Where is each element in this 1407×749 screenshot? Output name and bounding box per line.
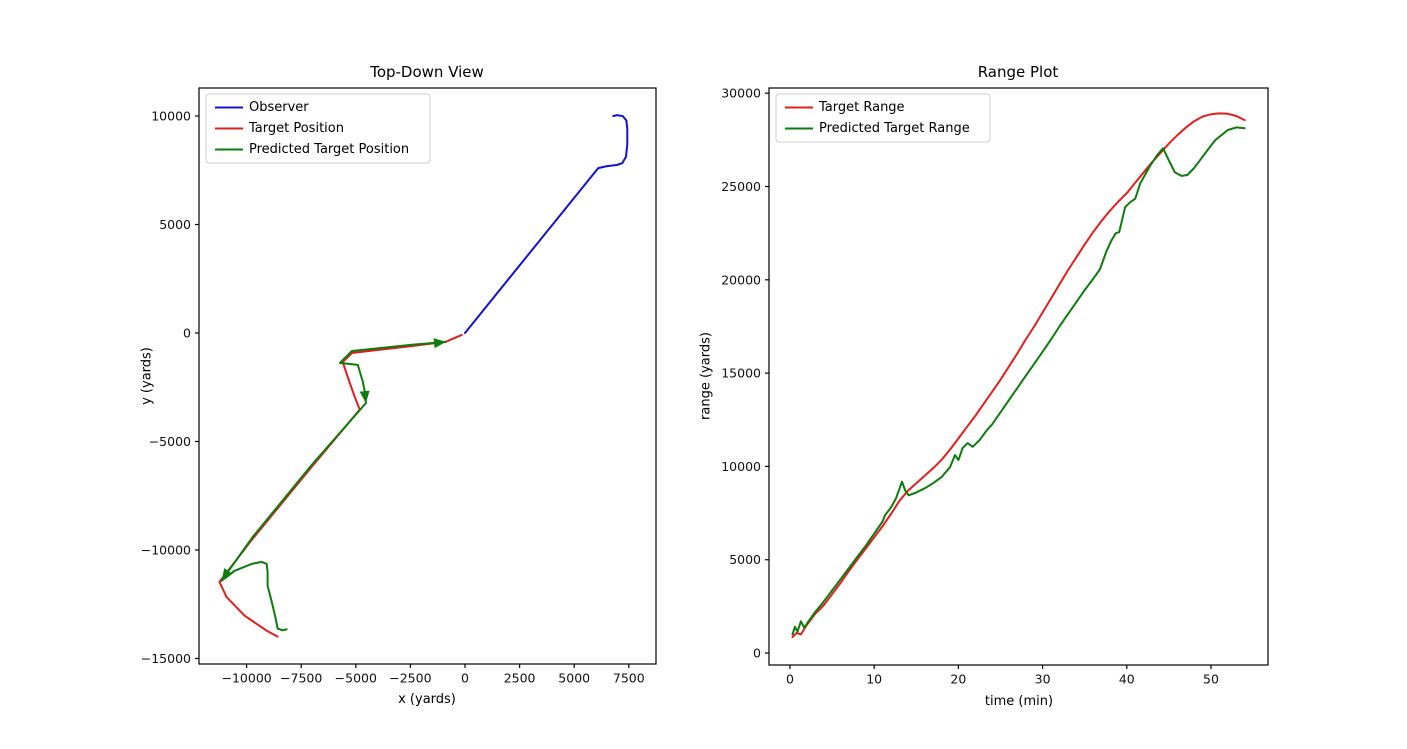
range-legend-label: Predicted Target Range bbox=[819, 121, 970, 136]
topdown-ytick-label: 5000 bbox=[159, 217, 191, 232]
topdown-legend-label: Observer bbox=[249, 100, 309, 115]
topdown-plot-title: Top-Down View bbox=[370, 63, 484, 81]
observer-line bbox=[464, 114, 629, 334]
range-legend-label: Target Range bbox=[818, 100, 905, 115]
range-xtick-label: 0 bbox=[786, 672, 794, 687]
topdown-xtick-label: 0 bbox=[461, 671, 469, 686]
range-xtick-label: 10 bbox=[866, 672, 882, 687]
topdown-legend-box bbox=[205, 93, 431, 164]
range-plot-title: Range Plot bbox=[977, 63, 1059, 81]
topdown-direction-arrow bbox=[433, 338, 446, 349]
topdown-axes-frame bbox=[198, 87, 657, 665]
topdown-xaxis-label: x (yards) bbox=[398, 692, 456, 707]
topdown-legend-label: Target Position bbox=[248, 121, 344, 136]
topdown-direction-arrow bbox=[221, 568, 233, 581]
plot-topdown: −10000 −7500 −5000 −2500 0 2500 5000 7500 −15000… bbox=[141, 87, 657, 686]
range-xtick-label: 20 bbox=[950, 672, 966, 687]
topdown-ytick-label: 10000 bbox=[151, 108, 191, 123]
range-ytick-label: 20000 bbox=[721, 272, 761, 287]
target-position-line bbox=[218, 333, 463, 638]
predicted-target-range-line bbox=[791, 126, 1246, 636]
topdown-xtick-label: 5000 bbox=[558, 671, 590, 686]
range-ytick-label: 30000 bbox=[721, 86, 761, 101]
topdown-ytick-label: −15000 bbox=[141, 651, 191, 666]
topdown-legend: Observer Target Position Predicted Target … bbox=[205, 93, 431, 164]
topdown-xtick-label: −2500 bbox=[389, 671, 431, 686]
predicted-target-position-line bbox=[220, 340, 447, 632]
topdown-ytick-label: −5000 bbox=[149, 434, 191, 449]
range-ytick-label: 5000 bbox=[729, 552, 761, 567]
topdown-direction-arrow bbox=[359, 390, 370, 404]
topdown-xtick-label: 7500 bbox=[613, 671, 645, 686]
range-legend-box bbox=[775, 93, 991, 143]
topdown-xtick-label: −5000 bbox=[335, 671, 377, 686]
range-xtick-label: 30 bbox=[1035, 672, 1051, 687]
plot-range: 0 10 20 30 40 50 0 5000 10000 15000 20000 25000 3000… bbox=[721, 86, 1269, 687]
range-xtick-label: 40 bbox=[1119, 672, 1135, 687]
range-yaxis-label: range (yards) bbox=[698, 332, 714, 420]
topdown-ytick-label: 0 bbox=[183, 325, 191, 340]
range-axes-frame bbox=[768, 87, 1269, 666]
topdown-ytick-label: −10000 bbox=[141, 542, 191, 557]
topdown-xtick-label: 2500 bbox=[504, 671, 536, 686]
range-ytick-label: 25000 bbox=[721, 179, 761, 194]
range-ytick-label: 15000 bbox=[721, 366, 761, 381]
topdown-xtick-label: −7500 bbox=[280, 671, 322, 686]
target-range-line bbox=[791, 112, 1246, 638]
topdown-yaxis-label: y (yards) bbox=[139, 347, 155, 405]
range-ytick-label: 10000 bbox=[721, 459, 761, 474]
range-xtick-label: 50 bbox=[1203, 672, 1219, 687]
range-ytick-label: 0 bbox=[753, 646, 761, 661]
topdown-xtick-label: −10000 bbox=[221, 671, 271, 686]
range-xaxis-label: time (min) bbox=[984, 694, 1054, 709]
topdown-legend-label: Predicted Target Position bbox=[249, 142, 409, 157]
range-legend: Target Range Predicted Target Range bbox=[775, 93, 991, 143]
